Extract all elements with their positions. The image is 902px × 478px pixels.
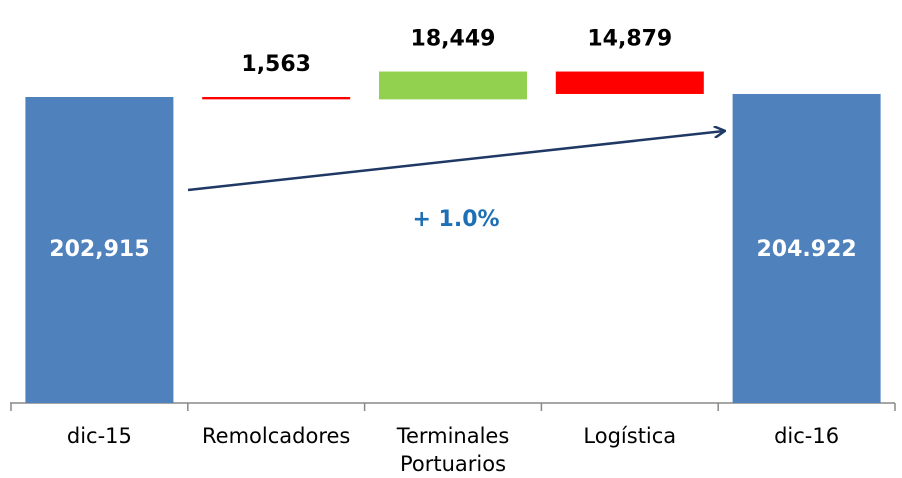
data-label: 14,879 (587, 27, 672, 52)
x-tick-label: Remolcadores (202, 424, 351, 448)
x-tick-label: Terminales Portuarios (396, 424, 510, 476)
x-tick-label: dic-15 (66, 424, 132, 448)
bar (202, 96, 351, 100)
data-label: 204.922 (756, 237, 856, 262)
annotation: + 1.0% (412, 207, 499, 232)
x-tick-label: Logística (583, 424, 677, 448)
data-label: 18,449 (411, 27, 496, 52)
x-tick-label: dic-16 (774, 424, 840, 448)
bar (379, 71, 527, 100)
bar (555, 71, 704, 94)
bar (25, 96, 174, 403)
data-label: 1,563 (241, 52, 311, 77)
data-label: 202,915 (49, 237, 149, 262)
bar (732, 93, 881, 403)
trend-arrow (187, 131, 724, 192)
